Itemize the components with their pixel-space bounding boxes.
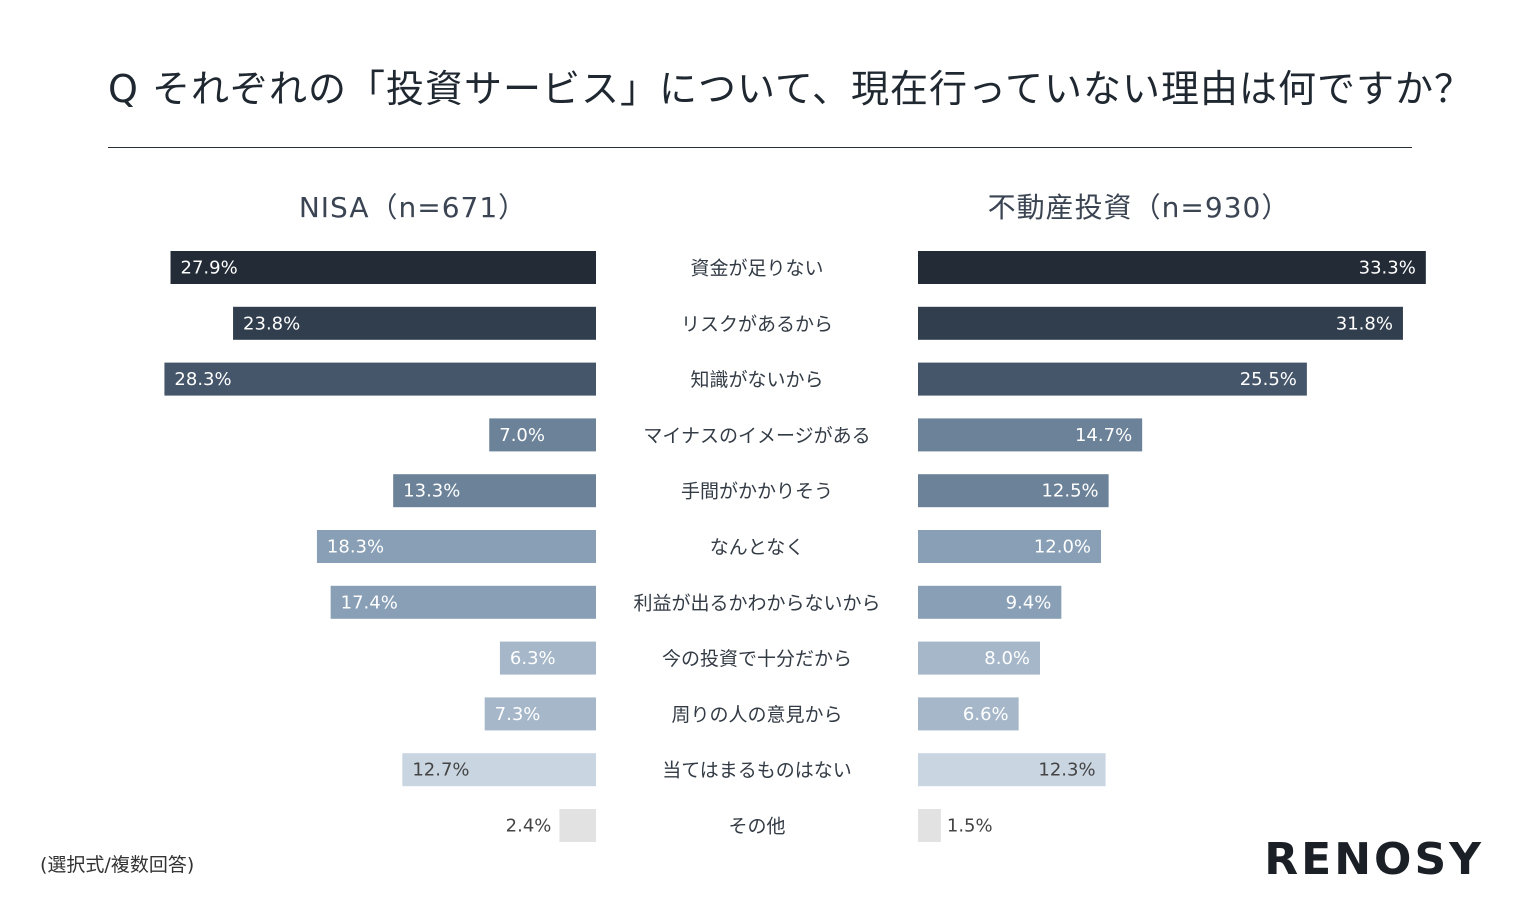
nisa-value-label: 6.3% [510,648,556,669]
chart-title: Q それぞれの「投資サービス」について、現在行っていない理由は何ですか？ [108,67,1474,111]
real-estate-bar [918,697,1019,731]
category-label: 今の投資で十分だから [662,648,852,670]
nisa-value-label: 13.3% [403,481,460,502]
real-estate-value-label: 33.3% [1359,258,1416,279]
nisa-value-label: 27.9% [181,258,238,279]
real-estate-value-label: 25.5% [1240,369,1297,390]
nisa-bar [316,530,596,563]
real-estate-value-label: 14.7% [1075,425,1132,446]
real-estate-bar [918,418,1143,452]
real-estate-value-label: 31.8% [1336,313,1393,334]
nisa-value-label: 12.7% [412,760,469,781]
category-label: 利益が出るかわからないから [633,592,880,614]
real-estate-bar [918,362,1307,396]
category-label: マイナスのイメージがある [643,425,870,447]
real-estate-bar [918,530,1101,563]
renosy-logo: RENOSY [1264,834,1484,885]
real-estate-value-label: 8.0% [984,648,1030,669]
nisa-bar [393,474,596,508]
nisa-bar [170,251,596,284]
nisa-bar [484,697,596,731]
category-label: 資金が足りない [690,258,823,280]
category-label: 手間がかかりそう [681,481,833,503]
real-estate-bar [918,306,1403,340]
real-estate-bar [918,474,1109,508]
category-label: その他 [728,816,785,838]
real-estate-value-label: 12.3% [1038,760,1095,781]
answer-format-note: (選択式/複数回答) [40,854,195,876]
nisa-value-label: 28.3% [174,369,231,390]
real-estate-bar [918,753,1106,787]
title-divider [108,147,1412,148]
nisa-value-label: 2.4% [506,816,552,837]
nisa-value-label: 18.3% [327,537,384,558]
real-estate-bar [918,641,1040,675]
real-estate-bar [918,809,941,842]
real-estate-value-label: 9.4% [1006,592,1052,613]
nisa-bar [489,418,596,452]
category-label: 当てはまるものはない [662,760,852,782]
category-label: 周りの人の意見から [671,704,842,726]
real-estate-value-label: 12.5% [1041,481,1098,502]
nisa-value-label: 7.0% [499,425,545,446]
panel-title-nisa: NISA（n=671） [298,191,528,224]
nisa-value-label: 23.8% [243,313,300,334]
category-label: なんとなく [710,537,804,559]
nisa-bar [559,809,596,842]
nisa-value-label: 17.4% [341,592,398,613]
real-estate-value-label: 12.0% [1034,537,1091,558]
real-estate-bar [918,251,1426,284]
real-estate-value-label: 6.6% [963,704,1009,725]
panel-title-real-estate: 不動産投資（n=930） [987,191,1291,224]
nisa-value-label: 7.3% [495,704,541,725]
nisa-bar [402,753,596,787]
category-label: リスクがあるから [681,313,833,335]
real-estate-value-label: 1.5% [947,816,993,837]
nisa-bar [164,362,597,396]
nisa-bar [330,585,596,619]
nisa-bar [499,641,596,675]
real-estate-bar [918,585,1062,619]
category-label: 知識がないから [690,369,823,391]
nisa-bar [233,306,597,340]
